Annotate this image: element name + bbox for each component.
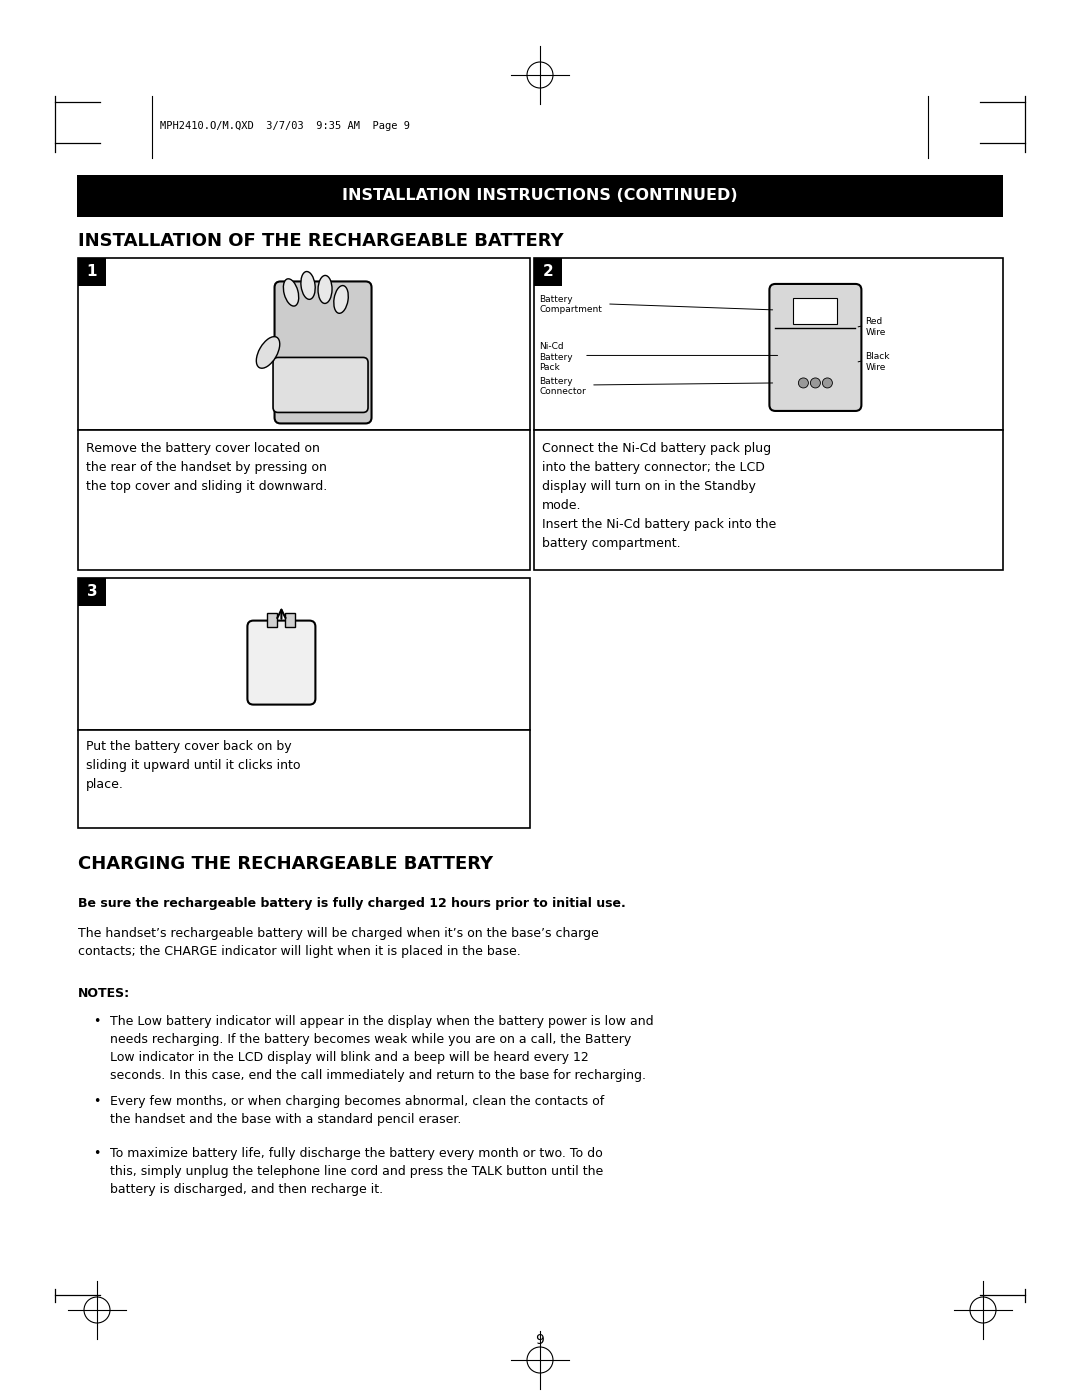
Circle shape xyxy=(810,379,821,388)
FancyBboxPatch shape xyxy=(274,281,372,423)
Circle shape xyxy=(822,379,833,388)
FancyBboxPatch shape xyxy=(247,620,315,704)
Text: MPH2410.O/M.QXD  3/7/03  9:35 AM  Page 9: MPH2410.O/M.QXD 3/7/03 9:35 AM Page 9 xyxy=(160,122,410,131)
Text: 3: 3 xyxy=(86,584,97,599)
Bar xyxy=(78,731,530,828)
Bar xyxy=(78,578,106,606)
Ellipse shape xyxy=(256,337,280,369)
Text: Connect the Ni-Cd battery pack plug
into the battery connector; the LCD
display : Connect the Ni-Cd battery pack plug into… xyxy=(542,441,771,511)
Text: 1: 1 xyxy=(86,264,97,279)
Text: 2: 2 xyxy=(542,264,553,279)
Ellipse shape xyxy=(318,275,332,303)
Ellipse shape xyxy=(301,271,315,299)
Text: The Low battery indicator will appear in the display when the battery power is l: The Low battery indicator will appear in… xyxy=(110,1016,653,1083)
Text: Remove the battery cover located on
the rear of the handset by pressing on
the t: Remove the battery cover located on the … xyxy=(86,441,327,493)
Text: INSTALLATION OF THE RECHARGEABLE BATTERY: INSTALLATION OF THE RECHARGEABLE BATTERY xyxy=(78,232,564,250)
Text: Red
Wire: Red Wire xyxy=(865,317,886,337)
Ellipse shape xyxy=(283,279,299,306)
Text: Battery
Compartment: Battery Compartment xyxy=(539,295,602,314)
Text: •: • xyxy=(93,1095,100,1108)
FancyBboxPatch shape xyxy=(769,284,862,411)
Bar xyxy=(534,258,562,286)
Text: To maximize battery life, fully discharge the battery every month or two. To do
: To maximize battery life, fully discharg… xyxy=(110,1147,604,1196)
Bar xyxy=(285,613,296,627)
Bar xyxy=(78,258,106,286)
Text: Insert the Ni-Cd battery pack into the
battery compartment.: Insert the Ni-Cd battery pack into the b… xyxy=(542,518,777,550)
Text: 9: 9 xyxy=(536,1333,544,1347)
Text: CHARGING THE RECHARGEABLE BATTERY: CHARGING THE RECHARGEABLE BATTERY xyxy=(78,855,494,873)
Bar xyxy=(268,613,278,627)
Circle shape xyxy=(798,379,809,388)
Text: Be sure the rechargeable battery is fully charged 12 hours prior to initial use.: Be sure the rechargeable battery is full… xyxy=(78,897,625,909)
Text: Every few months, or when charging becomes abnormal, clean the contacts of
the h: Every few months, or when charging becom… xyxy=(110,1095,604,1126)
FancyBboxPatch shape xyxy=(273,358,368,412)
Text: The handset’s rechargeable battery will be charged when it’s on the base’s charg: The handset’s rechargeable battery will … xyxy=(78,928,598,958)
Bar xyxy=(794,298,837,324)
Bar xyxy=(78,430,530,570)
Bar xyxy=(534,258,1003,430)
Bar xyxy=(78,258,530,430)
Text: •: • xyxy=(93,1147,100,1160)
Ellipse shape xyxy=(334,285,348,313)
Text: Battery
Connector: Battery Connector xyxy=(539,377,585,397)
Bar xyxy=(534,430,1003,570)
Bar xyxy=(78,578,530,731)
Text: Put the battery cover back on by
sliding it upward until it clicks into
place.: Put the battery cover back on by sliding… xyxy=(86,740,300,791)
Text: NOTES:: NOTES: xyxy=(78,988,130,1000)
Text: •: • xyxy=(93,1016,100,1028)
Text: Black
Wire: Black Wire xyxy=(865,352,890,372)
Text: Ni-Cd
Battery
Pack: Ni-Cd Battery Pack xyxy=(539,342,572,372)
Bar xyxy=(77,175,1003,217)
Text: INSTALLATION INSTRUCTIONS (CONTINUED): INSTALLATION INSTRUCTIONS (CONTINUED) xyxy=(342,189,738,204)
